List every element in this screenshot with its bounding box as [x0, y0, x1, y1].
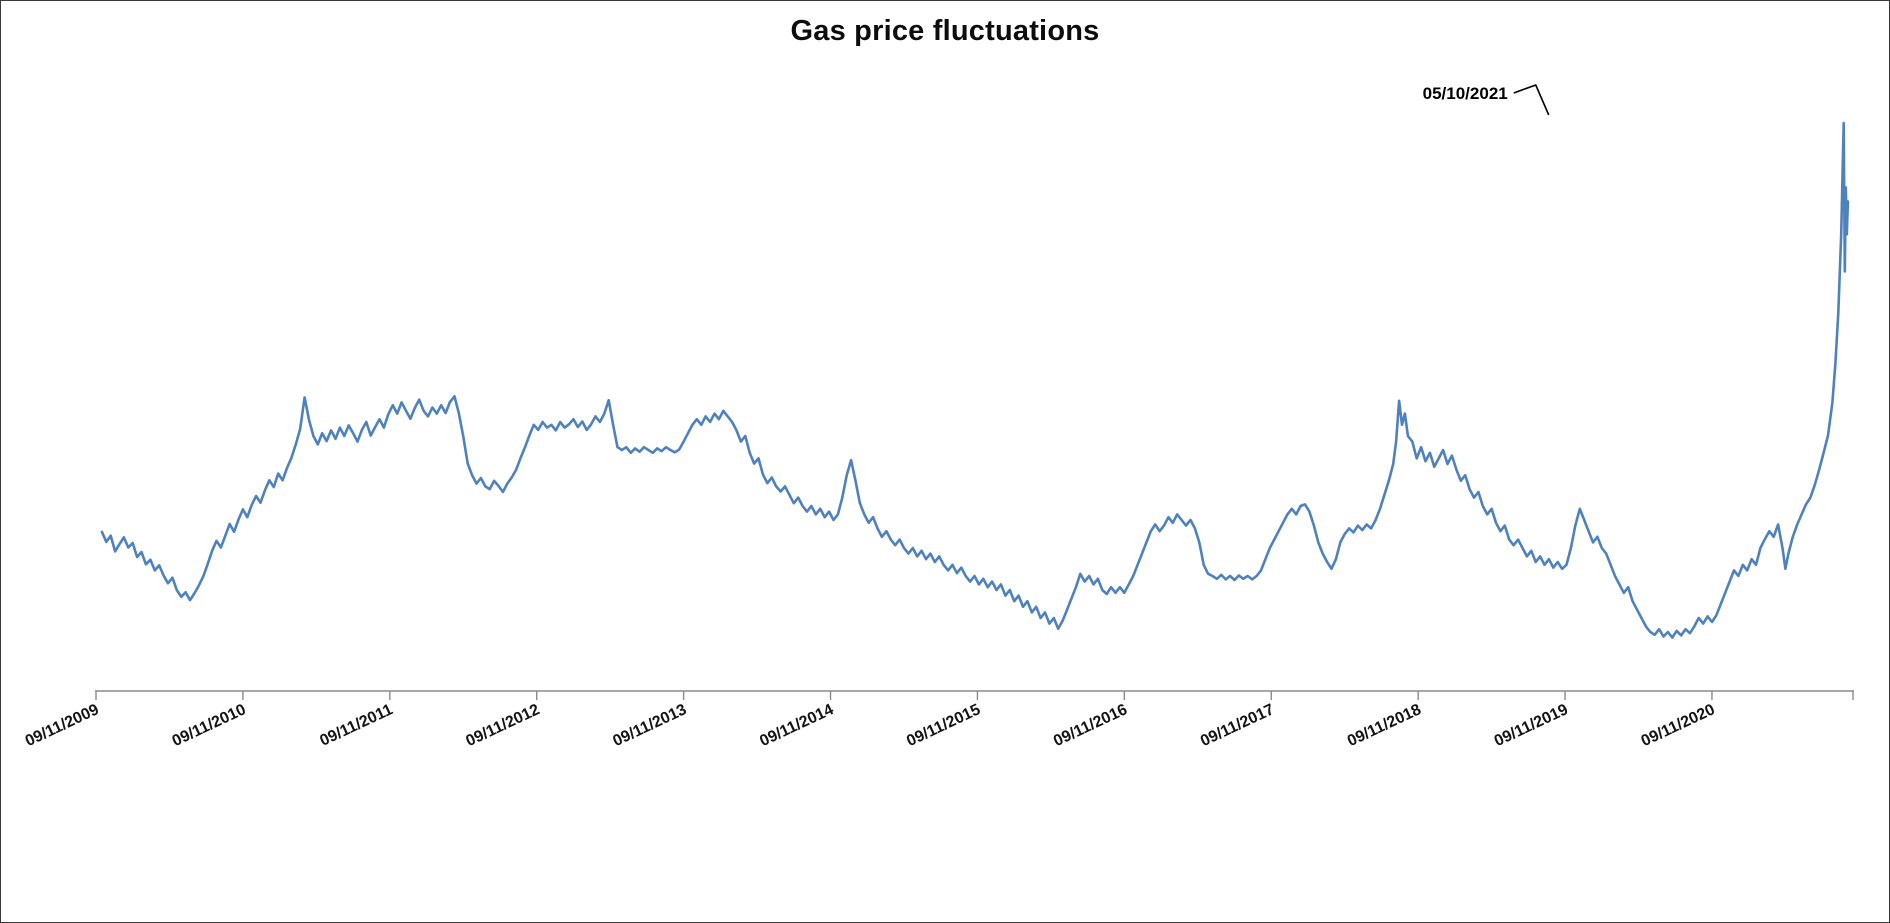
x-tick-label: 09/11/2018: [1345, 701, 1424, 750]
x-tick-label: 09/11/2015: [904, 701, 983, 750]
annotation-leader-line: [1513, 83, 1550, 116]
chart-generated-layer: 09/11/2009 09/11/2010 09/11/2011 09/11/2012…: [23, 121, 1854, 750]
x-tick-label: 09/11/2020: [1639, 701, 1718, 750]
x-tick-label: 09/11/2012: [463, 701, 542, 750]
x-tick-label: 09/11/2009: [23, 701, 102, 750]
chart-title: Gas price fluctuations: [790, 15, 1100, 47]
x-tick-label: 09/11/2016: [1051, 701, 1130, 750]
x-tick-label: 09/11/2014: [757, 701, 836, 750]
x-tick-label: 09/11/2013: [610, 701, 689, 750]
annotation-label: 05/10/2021: [1423, 84, 1508, 103]
x-tick-label: 09/11/2011: [317, 701, 395, 750]
x-tick-label: 09/11/2019: [1492, 701, 1571, 750]
x-tick-label: 09/11/2010: [170, 701, 249, 750]
x-tick-label: 09/11/2017: [1198, 701, 1277, 750]
gas-price-series-line: [100, 121, 1850, 639]
